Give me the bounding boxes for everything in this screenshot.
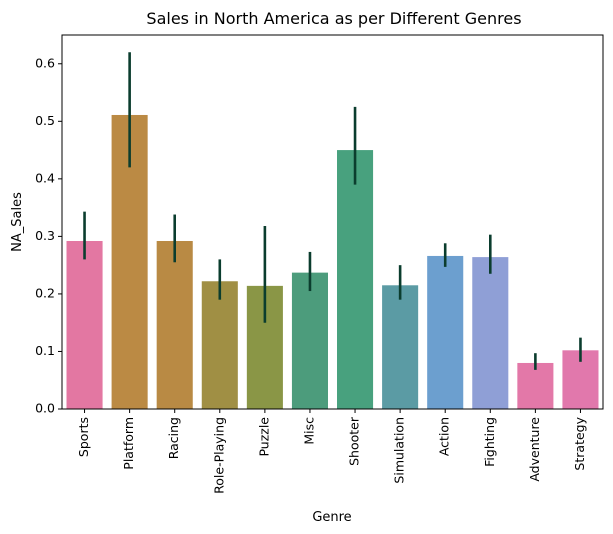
- chart-title: Sales in North America as per Different …: [146, 9, 521, 28]
- bar-sports: [66, 240, 103, 409]
- bar-racing: [156, 240, 193, 409]
- x-axis: Sports Platform Racing Role-Playing Puzzle Mi…: [76, 409, 587, 494]
- y-tick-label: 0.6: [35, 55, 55, 70]
- y-tick-label: 0.5: [35, 113, 55, 128]
- x-tick-label-racing: Racing: [166, 417, 181, 459]
- x-tick-label-adventure: Adventure: [527, 417, 542, 482]
- x-tick-label-puzzle: Puzzle: [256, 417, 271, 457]
- x-tick-label-fighting: Fighting: [482, 417, 497, 467]
- y-tick-label: 0.3: [35, 228, 55, 243]
- x-tick-label-simulation: Simulation: [392, 417, 407, 484]
- bar-simulation: [382, 285, 419, 409]
- bar-role-playing: [201, 281, 238, 409]
- y-tick-label: 0.1: [35, 343, 55, 358]
- bar-shooter: [337, 150, 374, 409]
- y-axis: 0.0 0.1 0.2 0.3 0.4 0.5 0.6: [35, 55, 62, 416]
- y-tick-label: 0.4: [35, 170, 55, 185]
- bars-group: [66, 114, 599, 409]
- bar-adventure: [517, 362, 554, 409]
- y-tick-label: 0.2: [35, 285, 55, 300]
- x-tick-label-role-playing: Role-Playing: [211, 417, 226, 494]
- x-tick-label-misc: Misc: [301, 417, 316, 445]
- x-axis-label: Genre: [312, 510, 351, 525]
- x-tick-label-sports: Sports: [76, 417, 91, 457]
- x-tick-label-action: Action: [437, 417, 452, 456]
- y-axis-label: NA_Sales: [10, 192, 25, 252]
- x-tick-label-shooter: Shooter: [347, 416, 362, 466]
- y-tick-label: 0.0: [35, 401, 55, 416]
- bar-action: [427, 255, 464, 409]
- x-tick-label-strategy: Strategy: [572, 416, 587, 470]
- x-tick-label-platform: Platform: [121, 417, 136, 470]
- error-bars-group: [83, 52, 582, 370]
- plot-frame: [61, 34, 604, 410]
- bar-fighting: [472, 257, 509, 409]
- bar-misc: [291, 272, 328, 409]
